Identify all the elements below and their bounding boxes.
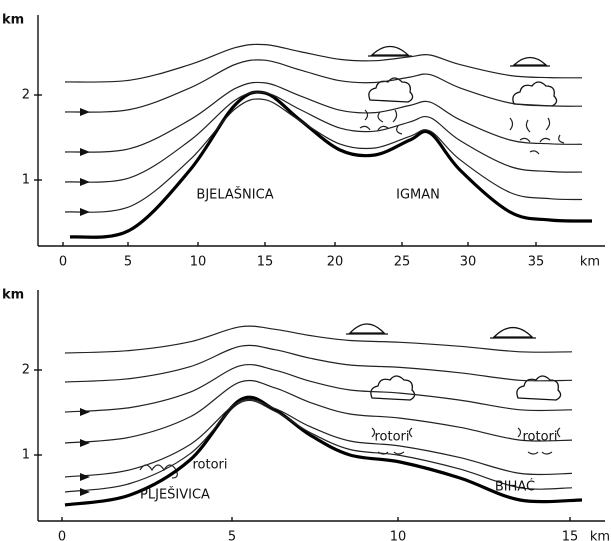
x-tick-label: 20 [327,255,344,270]
flow-arrow [80,488,90,496]
x-tick-label: 10 [390,530,407,541]
x-tick-label: 35 [528,255,545,270]
flow-arrow [80,148,90,156]
streamline [64,398,573,478]
x-tick-label: 5 [228,530,236,541]
y-tick-label: 2 [22,88,30,103]
cumulus-cloud [516,375,562,401]
streamline [64,363,573,413]
streamline [64,98,583,213]
x-axis-unit: km [580,255,600,270]
flow-arrow [80,473,90,481]
terrain [64,395,583,507]
cumulus-cloud [370,375,416,401]
flow-arrow [80,108,90,116]
y-axis-label: km [2,288,24,303]
flow-arrow [80,439,90,447]
place-label: rotori [192,458,227,473]
x-tick-label: 5 [124,255,132,270]
flow-arrow [80,208,90,216]
y-tick-label: 2 [22,363,30,378]
lenticular-cloud [346,323,388,335]
place-label: PLJEŠIVICA [140,487,210,503]
streamline [64,91,583,183]
streamline [64,344,573,383]
x-tick-label: 10 [190,255,207,270]
x-tick-label: 15 [257,255,274,270]
x-tick-label: 0 [59,255,67,270]
flow-arrow [80,178,90,186]
place-label: rotori [374,430,409,445]
streamline [64,43,583,83]
rotor-arrows [139,109,565,479]
place-label: rotori [522,430,557,445]
x-tick-label: 30 [460,255,477,270]
y-axis-label: km [2,13,24,28]
lenticular-cloud [510,56,550,67]
streamline [64,399,573,493]
x-tick-label: 15 [562,530,579,541]
lenticular-cloud [490,326,536,339]
x-tick-label: 25 [394,255,411,270]
cumulus-cloud [512,81,558,107]
lenticular-cloud [368,45,412,57]
x-tick-label: 0 [58,530,66,541]
y-tick-label: 1 [22,173,30,188]
streamline [64,379,573,444]
streamline [64,81,583,153]
cumulus-cloud [368,77,414,103]
x-axis-unit: km [590,530,610,541]
y-tick-label: 1 [22,448,30,463]
place-label: BJELAŠNICA [196,187,273,203]
place-label: BIHAĆ [495,479,535,495]
terrain [69,90,593,239]
streamline [64,325,573,354]
flow-arrow [80,408,90,416]
streamline [64,59,583,113]
place-label: IGMAN [396,188,440,203]
